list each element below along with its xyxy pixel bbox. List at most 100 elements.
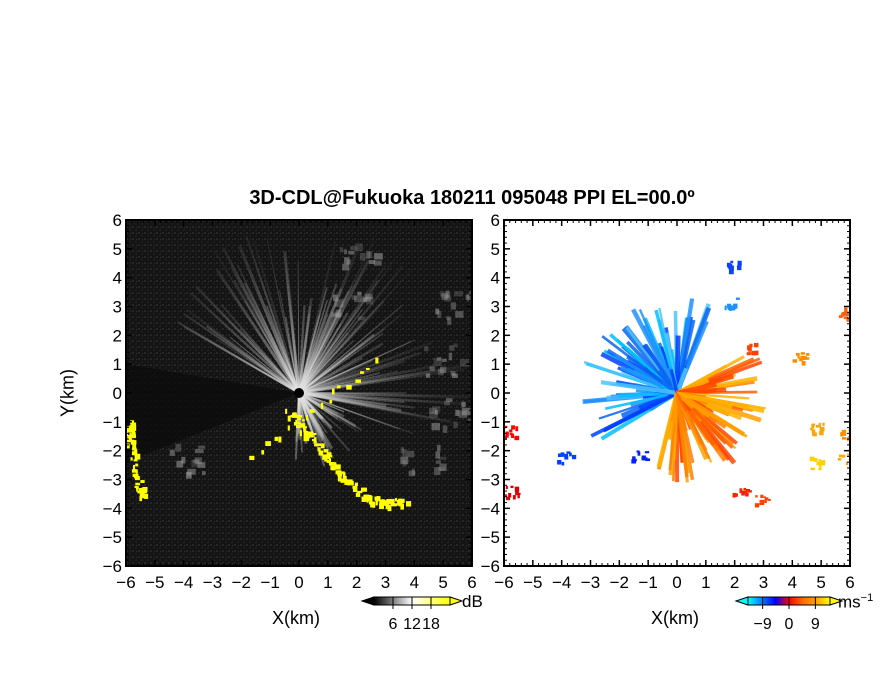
echo-patch <box>437 444 441 452</box>
high-reflectivity-pixel <box>130 420 135 425</box>
echo-patch <box>366 251 371 259</box>
echo-patch <box>333 294 338 301</box>
y-tick-label: 6 <box>113 211 122 230</box>
velocity-scatter-echoes <box>504 260 850 508</box>
y-tick-label: −3 <box>103 471 122 490</box>
echo-patch <box>437 310 442 319</box>
velocity-pixel <box>741 490 745 496</box>
velocity-pixel <box>792 359 798 363</box>
high-reflectivity-pixel <box>320 402 324 409</box>
echo-patch <box>441 293 448 300</box>
high-reflectivity-pixel <box>135 482 141 486</box>
high-reflectivity-regions <box>126 357 412 512</box>
approaching-ray <box>643 343 679 395</box>
high-reflectivity-pixel <box>139 488 145 494</box>
high-reflectivity-pixel <box>278 436 282 443</box>
x-tick-label: 1 <box>323 573 332 592</box>
velocity-pixel <box>819 431 824 436</box>
echo-patch <box>400 447 405 454</box>
echo-patch <box>366 296 374 305</box>
echo-patch <box>429 366 435 371</box>
velocity-pixel <box>514 486 520 492</box>
y-tick-label: 1 <box>491 355 500 374</box>
high-reflectivity-pixel <box>381 499 385 504</box>
velocity-pixel <box>561 461 565 466</box>
echo-patch <box>342 263 349 271</box>
high-reflectivity-pixel <box>352 486 356 489</box>
echo-ray <box>297 247 360 394</box>
high-reflectivity-pixel <box>317 447 321 452</box>
velocity-pixel <box>729 265 734 271</box>
velocity-pixel <box>811 423 815 429</box>
y-tick-label: 1 <box>113 355 122 374</box>
echo-patch <box>453 421 458 429</box>
y-tick-label: 4 <box>113 269 122 288</box>
high-reflectivity-pixel <box>336 470 342 473</box>
velocity-pixel <box>844 307 848 313</box>
high-reflectivity-pixel <box>312 439 315 442</box>
velocity-pixel <box>569 452 572 457</box>
x-tick-label: 3 <box>759 573 768 592</box>
plot-frame <box>125 219 473 567</box>
y-tick-label: 3 <box>491 298 500 317</box>
high-reflectivity-pixel <box>142 489 148 492</box>
echo-patch <box>433 357 442 366</box>
velocity-pixel <box>641 456 645 461</box>
velocity-pixel <box>764 499 767 504</box>
high-reflectivity-pixel <box>365 368 370 371</box>
velocity-pixel <box>504 494 507 497</box>
high-reflectivity-pixel <box>375 357 379 364</box>
receding-ray <box>675 391 746 437</box>
high-reflectivity-pixel <box>136 475 140 480</box>
echo-patch <box>368 251 373 259</box>
colorbar-max-arrow <box>449 596 464 606</box>
echo-patch <box>433 467 441 476</box>
high-reflectivity-pixel <box>141 492 145 495</box>
high-reflectivity-pixel <box>360 371 364 374</box>
velocity-pixel <box>818 459 821 462</box>
high-reflectivity-pixel <box>265 441 271 447</box>
echo-patch <box>435 308 440 315</box>
echo-patch <box>169 449 175 456</box>
high-reflectivity-pixel <box>375 500 378 506</box>
echo-rays <box>126 235 470 467</box>
high-reflectivity-pixel <box>336 385 341 389</box>
echo-ray <box>215 269 301 394</box>
echo-ray <box>298 365 461 395</box>
high-reflectivity-pixel <box>364 494 369 498</box>
velocity-pixel <box>643 457 648 461</box>
velocity-pixel <box>743 487 747 491</box>
high-reflectivity-pixel <box>311 432 317 436</box>
velocity-pixel <box>845 312 849 317</box>
echo-patch <box>408 470 416 477</box>
velocity-pixel <box>759 499 764 503</box>
plot-frame <box>503 219 851 567</box>
high-reflectivity-pixel <box>296 424 301 429</box>
velocity-pixel <box>746 352 751 356</box>
echo-patch <box>368 260 376 264</box>
y-tick-label: −1 <box>481 413 500 432</box>
echo-ray <box>298 392 343 431</box>
velocity-pixel <box>754 503 760 508</box>
echo-ray <box>298 391 334 417</box>
velocity-pixel <box>837 457 842 461</box>
velocity-pixel <box>508 492 512 498</box>
velocity-pixel <box>749 346 752 351</box>
velocity-pixel <box>841 437 847 440</box>
high-reflectivity-pixel <box>126 439 129 442</box>
high-reflectivity-pixel <box>296 415 303 418</box>
high-reflectivity-pixel <box>249 455 255 461</box>
velocity-pixel <box>759 502 765 505</box>
velocity-pixel <box>847 453 850 456</box>
high-reflectivity-pixel <box>374 496 381 501</box>
echo-patch <box>402 460 407 467</box>
high-reflectivity-pixel <box>137 490 142 494</box>
y-axis-label: Y(km) <box>57 369 78 417</box>
velocity-pixel <box>842 311 847 316</box>
echo-ray <box>195 285 300 394</box>
x-tick-label: −5 <box>145 573 164 592</box>
x-tick-label: 3 <box>381 573 390 592</box>
echo-ray <box>298 339 416 394</box>
high-reflectivity-pixel <box>127 434 131 438</box>
high-reflectivity-pixel <box>136 487 139 492</box>
